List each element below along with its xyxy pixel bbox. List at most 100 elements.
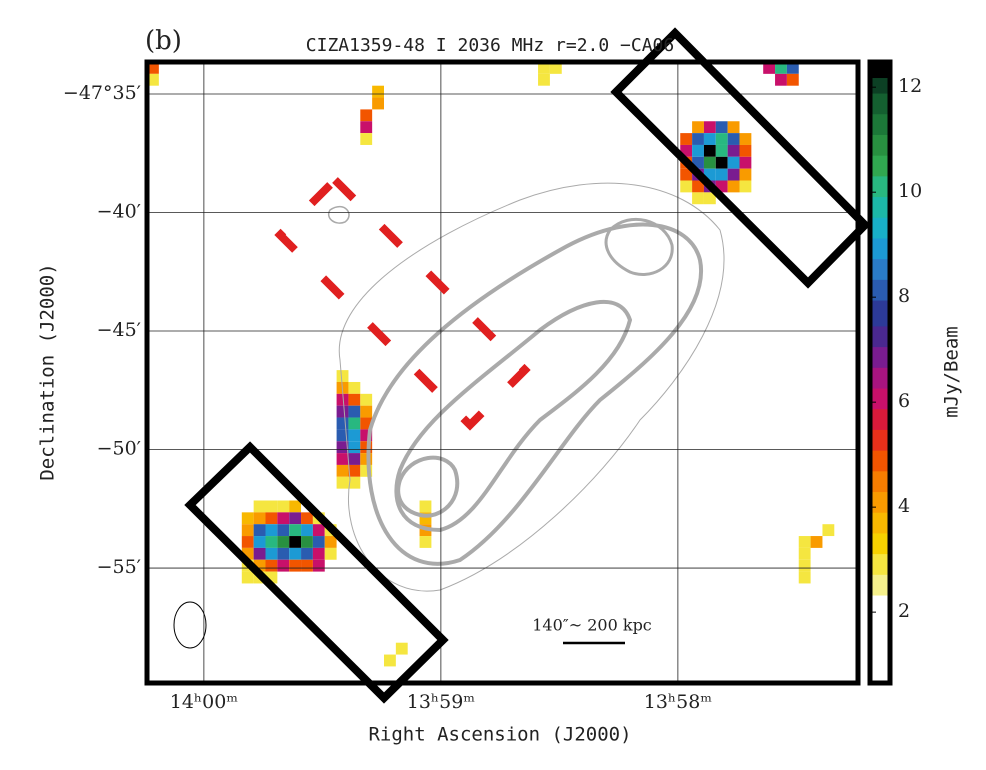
colorbar-step: [870, 579, 890, 586]
cell: [336, 476, 349, 489]
cell: [798, 547, 811, 560]
cell: [289, 500, 302, 513]
colorbar-step: [870, 217, 890, 223]
cell: [727, 156, 740, 169]
colorbar-step: [870, 222, 890, 229]
cell: [763, 62, 776, 74]
cell: [786, 73, 799, 86]
colorbar-frame: [867, 59, 893, 686]
cell: [727, 133, 740, 145]
contour: [394, 299, 633, 533]
cell: [715, 168, 728, 181]
cell: [289, 547, 302, 560]
colorbar-tick-label: 2: [898, 600, 910, 622]
cell: [360, 429, 373, 442]
cell: [312, 524, 325, 537]
colorbar-step: [870, 129, 890, 135]
cell: [277, 559, 290, 572]
colorbar-step: [870, 460, 890, 467]
cell: [253, 512, 266, 525]
cell: [348, 381, 361, 394]
grid: [147, 62, 858, 683]
cell: [727, 144, 740, 157]
cell: [727, 121, 740, 134]
cell: [703, 156, 716, 169]
colorbar-step: [870, 300, 890, 306]
x-tick-label: 13ʰ59ᵐ: [407, 691, 476, 713]
colorbar-step: [870, 87, 890, 94]
colorbar-step: [870, 144, 890, 151]
cell: [798, 536, 811, 548]
colorbar-step: [870, 196, 890, 203]
colorbar-step: [870, 444, 890, 451]
colorbar-step: [870, 62, 890, 68]
cell: [348, 393, 361, 406]
cell: [549, 62, 562, 74]
colorbar-step: [870, 595, 890, 601]
cell: [289, 524, 302, 537]
colorbar-step: [870, 274, 890, 280]
colorbar-step: [870, 486, 890, 493]
colorbar-step: [870, 175, 890, 182]
colorbar-step: [870, 403, 890, 410]
plot-frame: [144, 59, 861, 686]
colorbar-step: [870, 651, 890, 658]
cell: [538, 62, 550, 74]
cell: [703, 144, 716, 157]
colorbar-step: [870, 351, 890, 358]
colorbar-step: [870, 382, 890, 389]
cell: [289, 536, 302, 548]
colorbar-step: [870, 212, 890, 218]
x-tick-label: 14ʰ00ᵐ: [170, 691, 239, 713]
colorbar-tick-label: 12: [898, 75, 922, 97]
cell: [277, 547, 290, 560]
contour: [604, 217, 674, 276]
cell-layer: [147, 62, 835, 667]
cell: [253, 559, 266, 572]
colorbar-step: [870, 336, 890, 342]
y-axis-label: Declination (J2000): [37, 263, 59, 480]
cell: [360, 121, 373, 134]
cell: [739, 156, 752, 169]
colorbar-step: [870, 667, 890, 674]
colorbar-step: [870, 118, 890, 125]
colorbar-step: [870, 450, 890, 456]
colorbar-step: [870, 429, 890, 436]
colorbar-step: [870, 315, 890, 322]
cell: [395, 642, 408, 655]
cell: [692, 192, 704, 205]
cell: [336, 405, 349, 418]
black-box: [610, 27, 871, 289]
colorbar-step: [870, 139, 890, 146]
colorbar-step: [870, 253, 890, 260]
colorbar-step: [870, 543, 890, 549]
cell: [253, 500, 266, 513]
colorbar-step: [870, 294, 890, 301]
colorbar-step: [870, 134, 890, 141]
cell: [680, 133, 693, 145]
y-tick-label: −40′: [97, 201, 141, 223]
cell: [324, 536, 337, 548]
cell: [810, 536, 823, 548]
cell: [692, 133, 704, 145]
colorbar-step: [870, 325, 890, 332]
colorbar-step: [870, 362, 890, 368]
colorbar-step: [870, 641, 890, 648]
cell: [301, 524, 313, 537]
colorbar-step: [870, 269, 890, 275]
cell: [336, 370, 349, 382]
contours: [328, 182, 725, 592]
colorbar-step: [870, 201, 890, 208]
cell: [336, 441, 349, 454]
colorbar-step: [870, 496, 890, 503]
cell: [312, 536, 325, 548]
colorbar-step: [870, 372, 890, 379]
colorbar-step: [870, 424, 890, 430]
colorbar-step: [870, 310, 890, 317]
cell: [680, 180, 693, 193]
colorbar-step: [870, 532, 890, 539]
cell: [727, 180, 740, 193]
colorbar-step: [870, 553, 890, 560]
contour: [328, 205, 350, 224]
